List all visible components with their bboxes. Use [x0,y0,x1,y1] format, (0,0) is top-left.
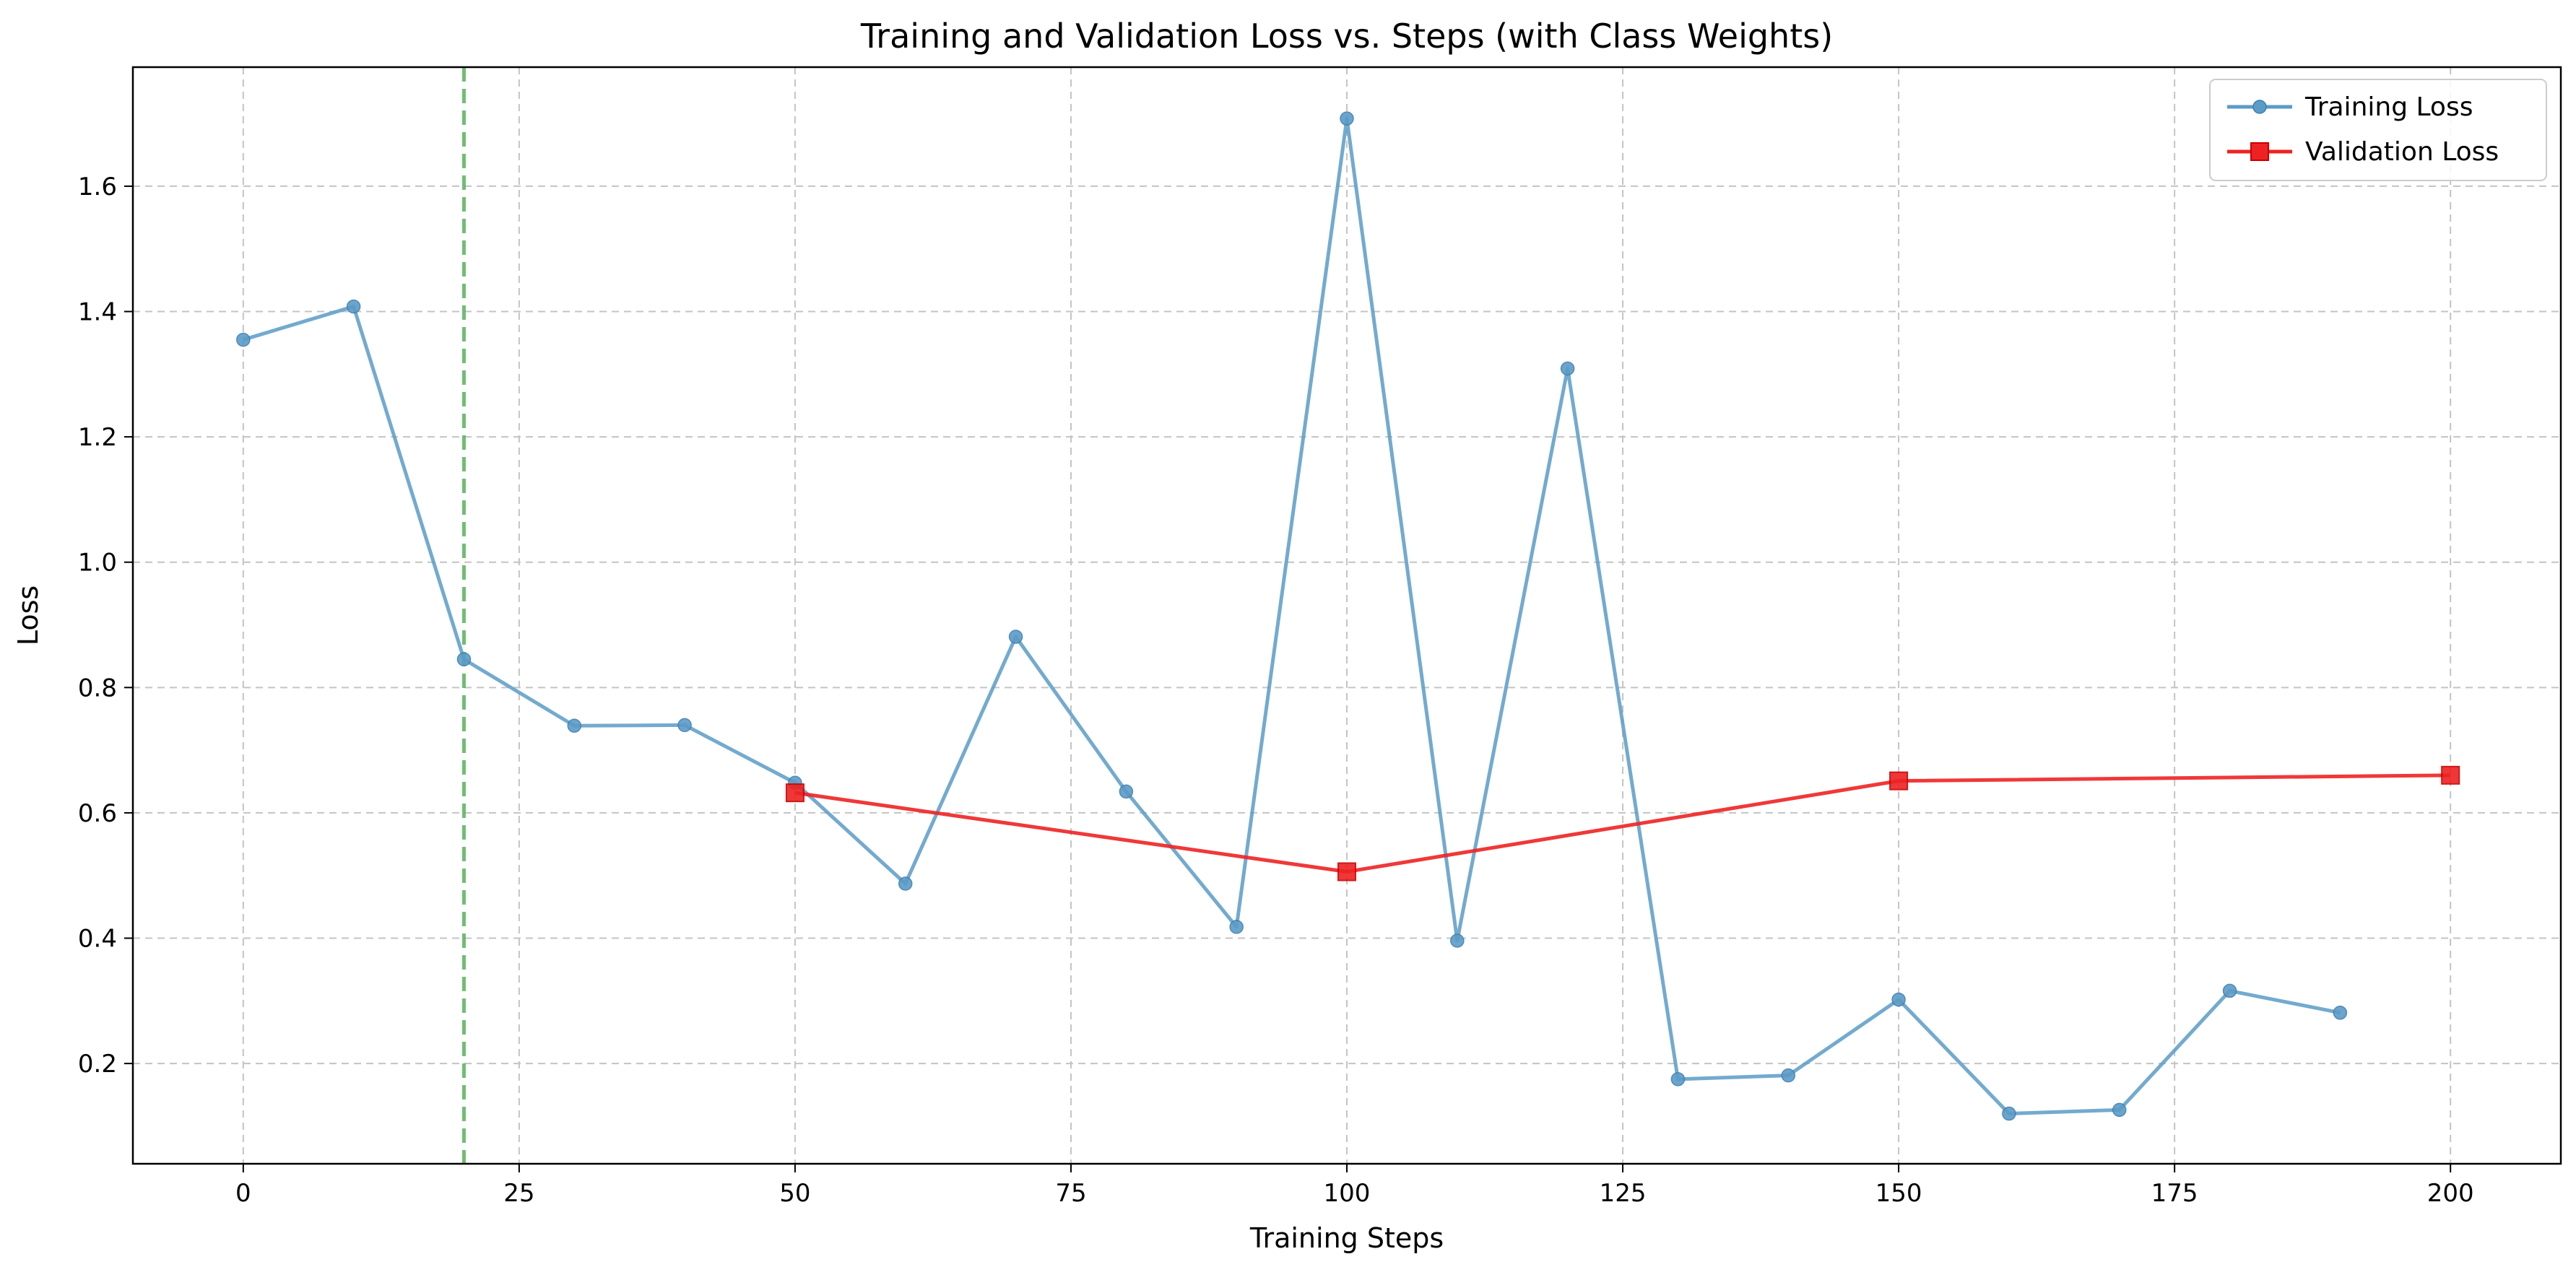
y-tick-label: 1.4 [78,298,117,327]
training-loss-point [1781,1068,1796,1083]
training-loss-point [1119,784,1134,799]
training-loss-point [2002,1106,2016,1121]
x-tick-label: 150 [1875,1179,1922,1208]
training-loss-point [677,718,692,733]
training-loss-point [1450,933,1465,948]
grid-lines [133,67,2561,1164]
validation-loss-line [794,773,2451,874]
training-loss-point [2333,1006,2348,1020]
training-loss-point [898,876,913,891]
training-loss-point [1670,1072,1686,1087]
legend-marker-training-loss [2252,100,2267,114]
validation-loss-point [2441,765,2460,785]
x-tick-label: 50 [779,1179,810,1208]
y-tick-label: 0.6 [78,799,117,828]
y-tick-label: 1.2 [78,423,117,452]
x-tick-label: 0 [235,1179,251,1208]
validation-loss-point [785,783,805,803]
training-loss-point [567,718,582,733]
training-loss-point [1229,920,1244,934]
x-tick-label: 100 [1324,1179,1371,1208]
chart-title: Training and Validation Loss vs. Steps (… [860,17,1833,56]
x-tick-label: 175 [2151,1179,2198,1208]
y-axis-label: Loss [12,585,44,645]
y-tick-label: 0.4 [78,925,117,954]
series-layer [236,111,2460,1121]
training-loss-point [1340,111,1354,126]
y-tick-label: 1.0 [78,549,117,578]
x-tick-label: 75 [1055,1179,1086,1208]
legend-label-validation-loss: Validation Loss [2305,137,2499,167]
training-loss-point [2112,1102,2127,1118]
y-tick-label: 0.2 [78,1050,117,1079]
validation-loss-point [1889,771,1909,791]
training-loss-point [346,299,361,314]
x-axis-label: Training Steps [1249,1222,1444,1254]
training-loss-line [243,116,2341,1116]
legend: Training Loss Validation Loss [2209,79,2547,181]
training-loss-point [236,332,251,347]
training-loss-point [1891,992,1906,1007]
legend-box [2209,79,2547,181]
y-tick-label: 1.6 [78,173,117,201]
training-loss-point [456,652,472,667]
legend-marker-validation-loss [2250,142,2269,161]
x-tick-label: 25 [503,1179,534,1208]
x-tick-label: 125 [1600,1179,1647,1208]
training-loss-point [2222,983,2237,998]
x-tick-label: 200 [2427,1179,2474,1208]
y-tick-label: 0.8 [78,674,117,702]
legend-label-training-loss: Training Loss [2304,92,2473,122]
training-loss-point [1560,361,1575,376]
validation-loss-point [1337,862,1356,881]
axis-ticks: 0 25 50 75 100 125 150 175 200 0.2 0.4 0.6 0.8 1.0 1.2… [78,173,2474,1208]
training-loss-point [1008,630,1023,644]
